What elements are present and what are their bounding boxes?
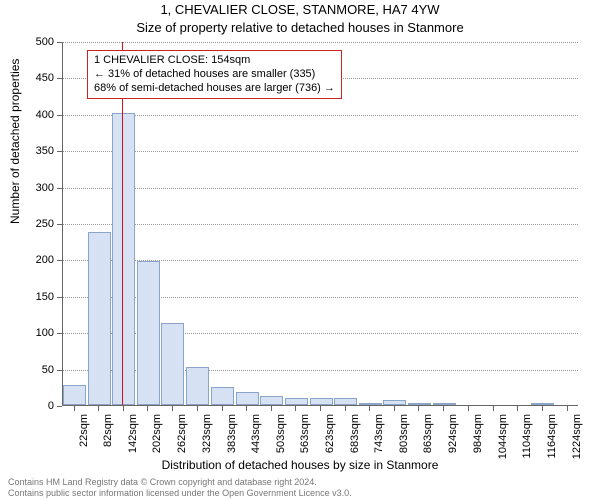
x-tick-label: 984sqm [472, 414, 484, 464]
bar [310, 398, 333, 405]
bar [112, 113, 135, 405]
x-tick-label: 503sqm [275, 414, 287, 464]
x-tick-label: 1104sqm [521, 414, 533, 464]
y-tick-label: 350 [0, 145, 54, 157]
bar [433, 403, 456, 405]
footer-attribution: Contains HM Land Registry data © Crown c… [8, 477, 352, 498]
y-tick-label: 300 [0, 182, 54, 194]
bar [137, 261, 160, 405]
bar [161, 323, 184, 405]
x-tick-mark [468, 406, 469, 411]
y-tick-mark [57, 406, 62, 407]
x-tick-label: 22sqm [78, 414, 90, 464]
footer-line2: Contains public sector information licen… [8, 488, 352, 498]
y-tick-label: 50 [0, 364, 54, 376]
x-tick-mark [123, 406, 124, 411]
x-tick-label: 323sqm [201, 414, 213, 464]
gridline [63, 188, 578, 189]
x-tick-mark [147, 406, 148, 411]
x-tick-mark [295, 406, 296, 411]
y-tick-label: 450 [0, 72, 54, 84]
plot-area: 1 CHEVALIER CLOSE: 154sqm← 31% of detach… [62, 42, 578, 406]
x-tick-label: 142sqm [127, 414, 139, 464]
y-tick-label: 150 [0, 291, 54, 303]
x-tick-label: 1044sqm [497, 414, 509, 464]
x-tick-mark [74, 406, 75, 411]
x-tick-mark [493, 406, 494, 411]
bar [285, 398, 308, 405]
x-tick-label: 82sqm [102, 414, 114, 464]
annotation-line: 68% of semi-detached houses are larger (… [94, 82, 335, 96]
annotation-line: 1 CHEVALIER CLOSE: 154sqm [94, 54, 335, 68]
figure-root: 1, CHEVALIER CLOSE, STANMORE, HA7 4YW Si… [0, 0, 600, 500]
title-main: 1, CHEVALIER CLOSE, STANMORE, HA7 4YW [0, 2, 600, 17]
bar [408, 403, 431, 405]
x-tick-mark [98, 406, 99, 411]
x-tick-label: 683sqm [349, 414, 361, 464]
x-tick-mark [345, 406, 346, 411]
x-tick-mark [172, 406, 173, 411]
y-tick-label: 0 [0, 400, 54, 412]
x-tick-label: 262sqm [176, 414, 188, 464]
y-tick-label: 200 [0, 254, 54, 266]
x-tick-mark [369, 406, 370, 411]
x-tick-label: 623sqm [324, 414, 336, 464]
gridline [63, 151, 578, 152]
bar [334, 398, 357, 405]
bar [260, 396, 283, 405]
x-tick-label: 803sqm [398, 414, 410, 464]
gridline [63, 115, 578, 116]
annotation-line: ← 31% of detached houses are smaller (33… [94, 68, 335, 82]
x-tick-mark [418, 406, 419, 411]
x-tick-mark [320, 406, 321, 411]
x-tick-mark [394, 406, 395, 411]
x-axis-label: Distribution of detached houses by size … [0, 458, 600, 472]
annotation-box: 1 CHEVALIER CLOSE: 154sqm← 31% of detach… [87, 50, 342, 99]
footer-line1: Contains HM Land Registry data © Crown c… [8, 477, 317, 487]
x-tick-mark [271, 406, 272, 411]
gridline [63, 42, 578, 43]
bar [531, 403, 554, 405]
bar [63, 385, 86, 405]
x-tick-label: 924sqm [447, 414, 459, 464]
x-tick-label: 443sqm [250, 414, 262, 464]
gridline [63, 224, 578, 225]
bar [383, 400, 406, 405]
x-tick-label: 1224sqm [571, 414, 583, 464]
bar [88, 232, 111, 405]
y-tick-label: 400 [0, 109, 54, 121]
x-tick-mark [197, 406, 198, 411]
y-tick-label: 100 [0, 327, 54, 339]
x-tick-mark [443, 406, 444, 411]
x-tick-mark [517, 406, 518, 411]
x-tick-mark [542, 406, 543, 411]
title-sub: Size of property relative to detached ho… [0, 20, 600, 35]
y-tick-label: 250 [0, 218, 54, 230]
x-tick-label: 1164sqm [546, 414, 558, 464]
x-tick-mark [222, 406, 223, 411]
x-tick-label: 202sqm [151, 414, 163, 464]
y-tick-label: 500 [0, 36, 54, 48]
x-tick-label: 743sqm [373, 414, 385, 464]
bar [186, 367, 209, 405]
bar [211, 387, 234, 405]
x-tick-label: 383sqm [226, 414, 238, 464]
bar [359, 403, 382, 405]
x-tick-mark [246, 406, 247, 411]
x-tick-mark [567, 406, 568, 411]
x-tick-label: 563sqm [299, 414, 311, 464]
x-tick-label: 863sqm [422, 414, 434, 464]
bar [236, 392, 259, 405]
